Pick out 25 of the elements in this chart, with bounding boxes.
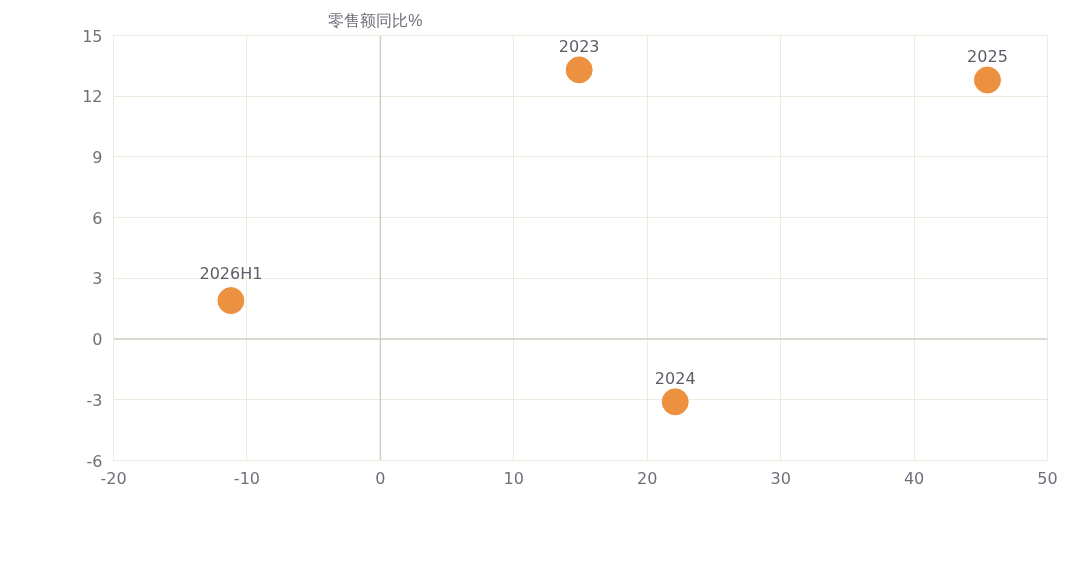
- point: [661, 388, 689, 416]
- x-tick-label: 40: [903, 468, 925, 488]
- x-tick-label: -10: [233, 468, 260, 488]
- y-tick-label: 0: [92, 330, 103, 350]
- point: [973, 66, 1001, 94]
- y-tick-label: -6: [86, 451, 103, 471]
- point: [217, 287, 245, 315]
- y-axis-title: 零售额同比%: [328, 11, 423, 29]
- y-tick-label: 12: [82, 87, 103, 107]
- x-tick-label: 20: [637, 468, 658, 488]
- annotation: 2025: [967, 47, 1008, 67]
- x-tick-label: -20: [100, 468, 127, 488]
- x-tick-label: 10: [503, 468, 524, 488]
- y-tick-label: 15: [82, 26, 103, 46]
- x-tick-label: 50: [1037, 468, 1058, 488]
- annotation: 2026H1: [199, 263, 263, 283]
- annotation: 2023: [558, 36, 600, 56]
- y-tick-label: -3: [86, 390, 103, 410]
- x-tick-label: 30: [770, 468, 791, 488]
- y-tick-label: 9: [92, 147, 103, 167]
- y-tick-label: 6: [92, 208, 103, 228]
- annotation: 2024: [654, 368, 696, 388]
- point: [565, 56, 593, 84]
- y-tick-label: 3: [92, 269, 103, 289]
- x-tick-label: 0: [375, 468, 386, 488]
